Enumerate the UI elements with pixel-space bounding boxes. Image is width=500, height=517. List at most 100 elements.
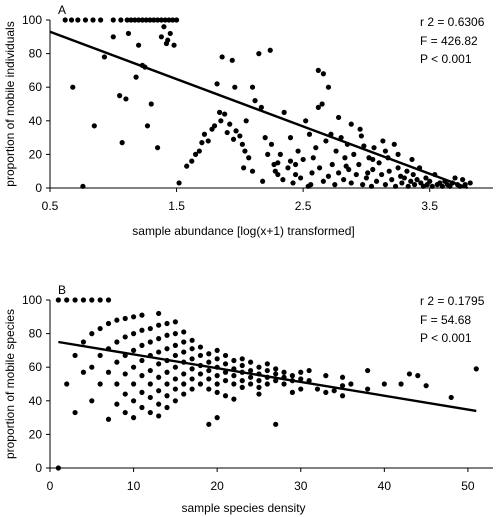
- data-point: [156, 388, 162, 394]
- data-point: [133, 74, 139, 80]
- data-point: [370, 156, 376, 163]
- data-point: [172, 398, 178, 404]
- y-tick-label: 0: [35, 181, 42, 195]
- data-point: [405, 183, 411, 189]
- data-point: [356, 161, 362, 168]
- data-point: [323, 373, 329, 379]
- data-point: [158, 17, 164, 23]
- data-point: [264, 381, 270, 387]
- data-point: [162, 17, 168, 23]
- y-tick-label: 20: [29, 147, 43, 161]
- data-point: [219, 54, 225, 60]
- data-point: [222, 352, 229, 359]
- data-point: [386, 168, 392, 174]
- y-tick-label: 20: [29, 427, 43, 441]
- data-point: [206, 367, 212, 374]
- data-point: [124, 17, 130, 23]
- data-point: [275, 171, 281, 178]
- y-axis-title: proportion of mobile individuals: [3, 21, 17, 186]
- data-point: [473, 366, 479, 372]
- x-tick-label: 40: [378, 479, 392, 493]
- data-point: [97, 381, 103, 387]
- data-point: [290, 180, 296, 186]
- data-point: [173, 17, 180, 23]
- data-point: [147, 409, 153, 416]
- data-point: [164, 369, 170, 375]
- data-point: [348, 121, 354, 127]
- data-point: [214, 356, 220, 362]
- data-point: [239, 141, 245, 147]
- data-point: [214, 415, 220, 421]
- data-point: [335, 170, 342, 176]
- data-point: [231, 396, 237, 402]
- data-point: [273, 366, 279, 372]
- data-point: [164, 393, 170, 399]
- stat-line: F = 54.68: [420, 313, 471, 327]
- data-point: [231, 381, 237, 387]
- data-point: [189, 386, 195, 392]
- data-point: [105, 416, 112, 422]
- data-point: [381, 381, 387, 387]
- data-point: [339, 374, 346, 380]
- data-point: [343, 163, 349, 169]
- data-point: [410, 171, 416, 178]
- data-point: [243, 118, 249, 124]
- data-point: [408, 178, 414, 184]
- data-point: [136, 17, 142, 23]
- data-point: [144, 123, 151, 129]
- data-point: [273, 371, 279, 377]
- data-point: [181, 339, 187, 345]
- data-point: [280, 177, 286, 183]
- y-tick-label: 60: [29, 360, 43, 374]
- data-point: [289, 389, 295, 395]
- data-point: [231, 373, 237, 379]
- data-point: [214, 373, 220, 379]
- data-point: [97, 325, 103, 332]
- data-point: [399, 180, 405, 186]
- data-point: [401, 175, 407, 181]
- data-point: [114, 381, 120, 387]
- data-point: [80, 369, 87, 375]
- data-point: [267, 47, 273, 53]
- data-point: [206, 421, 212, 427]
- data-point: [365, 170, 371, 176]
- data-point: [110, 34, 116, 40]
- data-point: [379, 171, 385, 178]
- data-point: [64, 381, 70, 387]
- data-point: [130, 415, 137, 421]
- data-point: [460, 177, 466, 183]
- data-point: [249, 168, 256, 174]
- data-point: [70, 84, 76, 90]
- y-tick-label: 80: [29, 327, 43, 341]
- data-point: [214, 81, 220, 87]
- data-point: [156, 349, 162, 355]
- data-point: [161, 24, 167, 30]
- data-point: [319, 101, 325, 107]
- stat-line: P < 0.001: [420, 52, 472, 66]
- data-point: [273, 421, 279, 427]
- data-point: [151, 17, 157, 23]
- data-point: [239, 384, 245, 390]
- x-tick-label: 1.5: [168, 199, 185, 213]
- data-point: [395, 151, 401, 157]
- data-point: [406, 371, 413, 377]
- data-point: [265, 151, 271, 157]
- data-point: [170, 17, 176, 23]
- data-point: [303, 118, 309, 124]
- data-point: [62, 17, 68, 23]
- data-point: [323, 389, 329, 395]
- data-point: [295, 148, 301, 154]
- data-point: [105, 320, 112, 327]
- data-point: [292, 161, 299, 168]
- data-point: [147, 394, 153, 401]
- data-point: [382, 182, 389, 188]
- panel-a: 0 20 40 60 80 100 0.5 1.5 2.5 3.5 sample abundance…: [3, 3, 493, 238]
- x-tick-label: 50: [461, 479, 475, 493]
- data-point: [139, 17, 145, 23]
- data-point: [264, 361, 270, 367]
- data-point: [139, 373, 145, 379]
- data-point: [252, 98, 258, 104]
- data-point: [370, 166, 376, 173]
- data-point: [316, 165, 323, 171]
